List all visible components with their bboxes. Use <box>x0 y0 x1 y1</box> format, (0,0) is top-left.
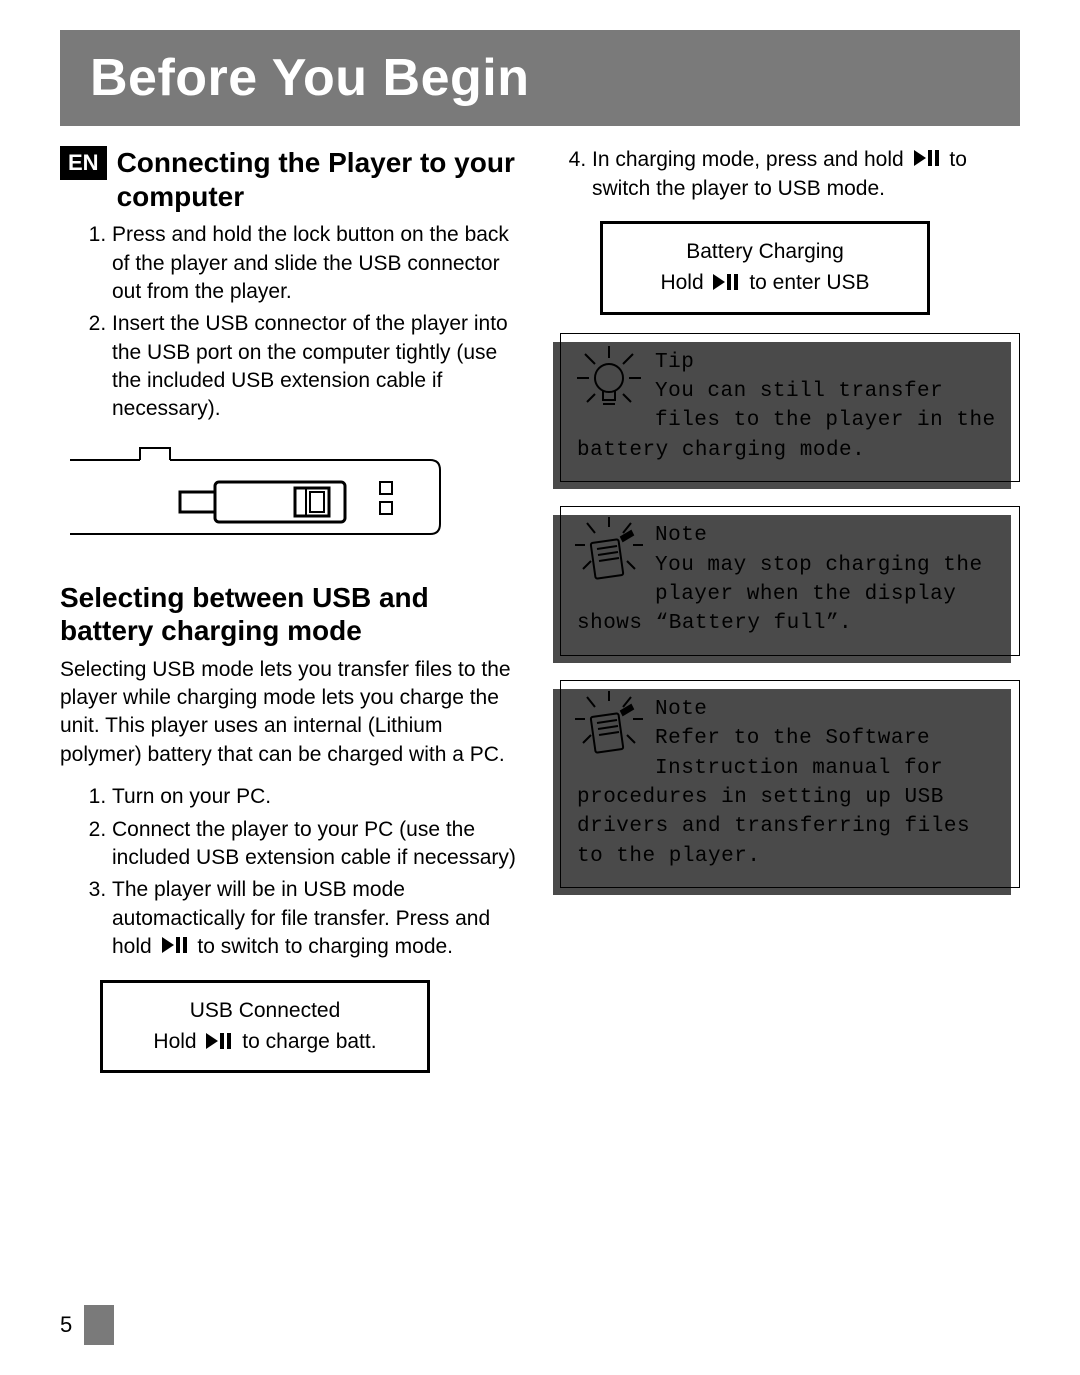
list-item: Connect the player to your PC (use the i… <box>112 816 520 873</box>
list-item: In charging mode, press and hold to swit… <box>592 146 1020 203</box>
list-item: Press and hold the lock button on the ba… <box>112 221 520 306</box>
header-bar: Before You Begin <box>60 30 1020 126</box>
section1-heading-row: EN Connecting the Player to your compute… <box>60 146 520 221</box>
note-title: Note <box>655 698 707 721</box>
play-pause-icon <box>914 146 940 174</box>
lightbulb-burst-icon <box>573 344 645 426</box>
list-item: The player will be in USB mode automacti… <box>112 876 520 961</box>
display-line1: Battery Charging <box>621 236 909 268</box>
play-pause-icon <box>206 1027 232 1059</box>
step3-post: to switch to charging mode. <box>197 935 453 958</box>
notepad-burst-icon <box>573 517 645 599</box>
note-title: Note <box>655 524 707 547</box>
display-line2: Hold to enter USB <box>621 267 909 299</box>
section2-heading: Selecting between USB and battery chargi… <box>60 581 520 648</box>
page-footer: 5 <box>60 1305 114 1345</box>
display-box-usb: USB Connected Hold to charge batt. <box>100 980 430 1074</box>
tip-callout: Tip You can still transfer files to the … <box>560 333 1020 483</box>
section2-steps: Turn on your PC. Connect the player to y… <box>60 783 520 961</box>
list-item: Insert the USB connector of the player i… <box>112 310 520 423</box>
language-badge: EN <box>60 146 107 180</box>
step4-pre: In charging mode, press and hold <box>592 148 910 171</box>
note-callout: Note You may stop charging the player wh… <box>560 506 1020 656</box>
content-columns: EN Connecting the Player to your compute… <box>60 146 1020 1091</box>
display-line2: Hold to charge batt. <box>121 1026 409 1058</box>
display-line1: USB Connected <box>121 995 409 1027</box>
list-item: Turn on your PC. <box>112 783 520 811</box>
tip-title: Tip <box>655 351 694 374</box>
display-box-battery: Battery Charging Hold to enter USB <box>600 221 930 315</box>
footer-swatch <box>84 1305 114 1345</box>
notepad-burst-icon <box>573 691 645 773</box>
play-pause-icon <box>713 268 739 300</box>
page-title: Before You Begin <box>90 49 529 107</box>
play-pause-icon <box>162 933 188 961</box>
section1-steps: Press and hold the lock button on the ba… <box>60 221 520 423</box>
left-column: EN Connecting the Player to your compute… <box>60 146 520 1091</box>
section2-intro: Selecting USB mode lets you transfer fil… <box>60 656 520 769</box>
page-number: 5 <box>60 1312 72 1338</box>
right-column: In charging mode, press and hold to swit… <box>560 146 1020 1091</box>
note-callout: Note Refer to the Software Instruction m… <box>560 680 1020 888</box>
section2-steps-cont: In charging mode, press and hold to swit… <box>560 146 1020 203</box>
section1-heading: Connecting the Player to your computer <box>117 146 520 213</box>
usb-player-diagram <box>70 442 520 557</box>
